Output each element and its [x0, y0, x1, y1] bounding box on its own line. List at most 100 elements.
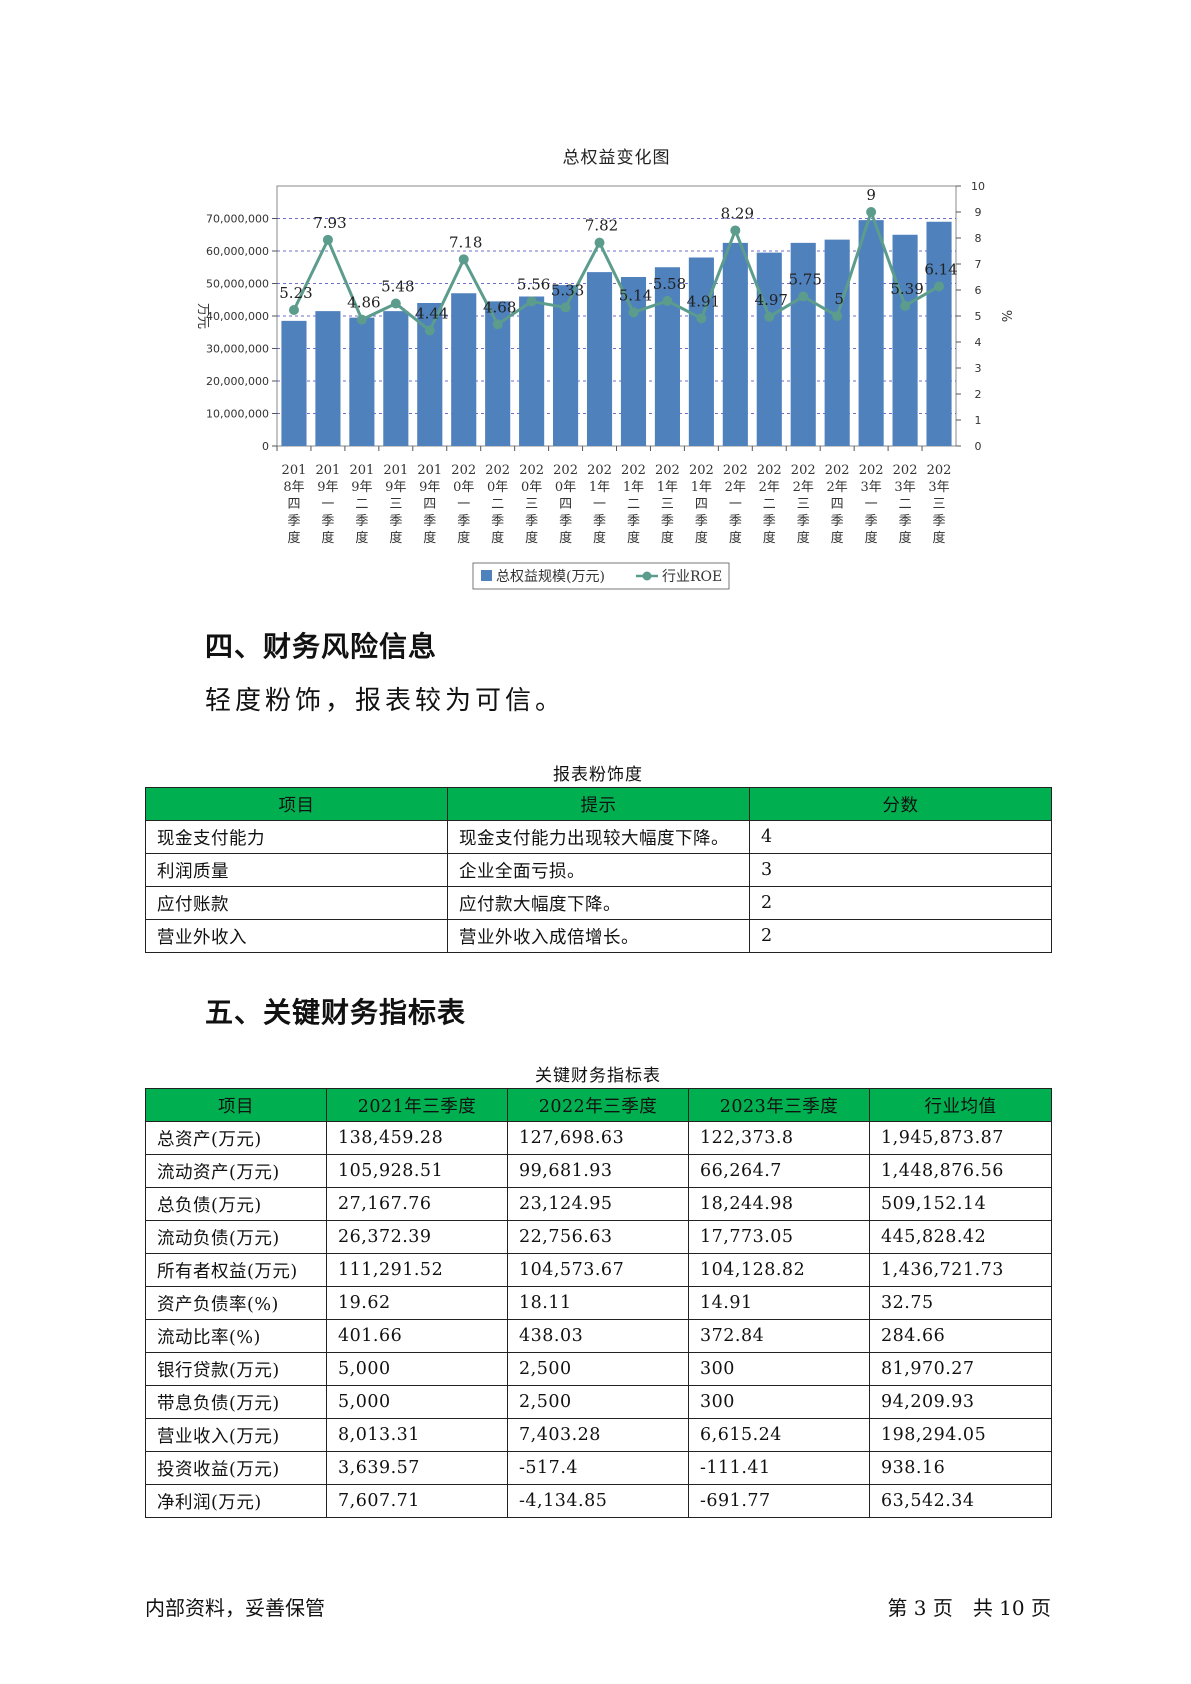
table-cell: 104,128.82	[688, 1253, 870, 1287]
x-tick-label: 202	[893, 463, 918, 478]
table-cell: 8,013.31	[326, 1418, 508, 1452]
bar	[892, 234, 918, 446]
roe-data-label: 5.56	[517, 275, 550, 293]
table-cell: 26,372.39	[326, 1220, 508, 1254]
y-tick-label: 10,000,000	[206, 408, 269, 421]
bar	[756, 252, 782, 446]
table-row: 流动资产(万元) 105,928.51 99,681.93 66,264.7 1,448…	[145, 1154, 1052, 1188]
roe-data-label: 4.44	[415, 305, 448, 323]
table-cell: 284.66	[869, 1319, 1052, 1353]
table-cell: 104,573.67	[507, 1253, 689, 1287]
table-cell: 300	[688, 1352, 870, 1386]
table-row: 所有者权益(万元) 111,291.52 104,573.67 104,128.82 1…	[145, 1253, 1052, 1287]
y-tick-label: 20,000,000	[206, 375, 269, 388]
x-tick-label: 201	[349, 463, 374, 478]
table-cell: 18.11	[507, 1286, 689, 1320]
x-tick-label: 1年	[657, 480, 678, 495]
table-row: 总资产(万元) 138,459.28 127,698.63 122,373.8 1,94…	[145, 1121, 1052, 1155]
row-label: 流动比率(%)	[145, 1319, 327, 1353]
x-tick-label: 9年	[419, 480, 440, 495]
table-cell: 445,828.42	[869, 1220, 1052, 1254]
y-axis-label: 万元	[195, 303, 210, 329]
bar	[451, 293, 477, 446]
table-cell: 122,373.8	[688, 1121, 870, 1155]
table-row: 流动负债(万元) 26,372.39 22,756.63 17,773.05 445,8…	[145, 1220, 1052, 1254]
section4-heading: 四、财务风险信息	[205, 630, 438, 663]
x-tick-label: 202	[859, 463, 884, 478]
x-tick-label: 季	[525, 514, 538, 529]
y-tick-label: 40,000,000	[206, 310, 269, 323]
equity-change-chart: 总权益变化图 0 10,000,000 20,000,000 30,000,000 40,…	[195, 148, 1013, 590]
row-label: 总负债(万元)	[145, 1187, 327, 1221]
roe-data-label: 8.29	[721, 204, 754, 222]
table-cell: 81,970.27	[869, 1352, 1052, 1386]
x-tick-label: 度	[763, 530, 776, 546]
x-tick-label: 度	[355, 530, 368, 546]
x-tick-label: 1年	[589, 480, 610, 495]
x-tick-label: 度	[797, 530, 810, 546]
bar	[858, 220, 884, 446]
table-cell: 111,291.52	[326, 1253, 508, 1287]
roe-data-label: 5	[834, 290, 844, 308]
bar	[926, 221, 952, 446]
footer-page-number: 第 3 页 共 10 页	[887, 1596, 1051, 1620]
legend-box	[472, 562, 730, 590]
table-cell: 63,542.34	[869, 1484, 1052, 1518]
y2-tick-label: 0	[975, 440, 982, 453]
bar	[790, 242, 816, 446]
x-tick-label: 季	[763, 514, 776, 529]
x-tick-label: 三	[797, 497, 810, 512]
table-cell: 372.84	[688, 1319, 870, 1353]
x-tick-label: 9年	[385, 480, 406, 495]
roe-point	[424, 325, 435, 336]
roe-point	[798, 291, 809, 302]
roe-point	[696, 313, 707, 324]
x-tick-label: 季	[287, 514, 300, 529]
footer-left: 内部资料，妥善保管	[145, 1596, 325, 1620]
table-cell: 19.62	[326, 1286, 508, 1320]
column-header: 2022年三季度	[507, 1088, 689, 1122]
column-header: 项目	[145, 787, 448, 821]
table-cell: 2	[749, 919, 1052, 953]
indicator-table: 项目 2021年三季度 2022年三季度 2023年三季度 行业均值 总资产(万元) 13…	[145, 1088, 1052, 1518]
table-header-row: 项目 2021年三季度 2022年三季度 2023年三季度 行业均值	[145, 1088, 1052, 1122]
x-tick-label: 季	[797, 514, 810, 529]
bar	[315, 311, 341, 446]
row-label: 资产负债率(%)	[145, 1286, 327, 1320]
x-tick-label: 202	[791, 463, 816, 478]
table-cell: 5,000	[326, 1385, 508, 1419]
y2-tick-label: 5	[975, 310, 982, 323]
table-cell: -4,134.85	[507, 1484, 689, 1518]
risk-table-caption: 报表粉饰度	[553, 765, 643, 785]
roe-data-label: 4.68	[483, 298, 516, 316]
y-tick-label: 30,000,000	[206, 343, 269, 356]
table-row: 资产负债率(%) 19.62 18.11 14.91 32.75	[145, 1286, 1052, 1320]
x-tick-label: 四	[559, 497, 572, 512]
bar	[519, 296, 545, 446]
x-tick-label: 202	[757, 463, 782, 478]
roe-point	[594, 237, 605, 248]
x-tick-label: 度	[831, 530, 844, 546]
x-tick-label: 度	[627, 530, 640, 546]
legend-swatch-bar	[481, 570, 492, 581]
y-tick-label: 70,000,000	[206, 213, 269, 226]
roe-data-label: 5.23	[279, 284, 312, 302]
x-tick-label: 三	[389, 497, 402, 512]
table-row: 投资收益(万元) 3,639.57 -517.4 -111.41 938.16	[145, 1451, 1052, 1485]
roe-point	[458, 254, 469, 265]
y2-tick-label: 1	[975, 414, 982, 427]
table-cell: 7,403.28	[507, 1418, 689, 1452]
table-row: 银行贷款(万元) 5,000 2,500 300 81,970.27	[145, 1352, 1052, 1386]
roe-point	[866, 207, 877, 217]
section5-heading: 五、关键财务指标表	[205, 996, 467, 1029]
risk-table: 项目 提示 分数 现金支付能力 现金支付能力出现较大幅度下降。 4 利润质量 企业全面亏损。…	[145, 787, 1052, 953]
roe-data-label: 5.14	[619, 286, 652, 304]
table-cell: -691.77	[688, 1484, 870, 1518]
table-cell: 14.91	[688, 1286, 870, 1320]
y2-tick-label: 4	[975, 336, 982, 349]
table-cell: 127,698.63	[507, 1121, 689, 1155]
bar	[824, 239, 850, 446]
table-cell: 17,773.05	[688, 1220, 870, 1254]
x-tick-label: 度	[423, 530, 436, 546]
roe-data-label: 4.91	[687, 292, 720, 310]
